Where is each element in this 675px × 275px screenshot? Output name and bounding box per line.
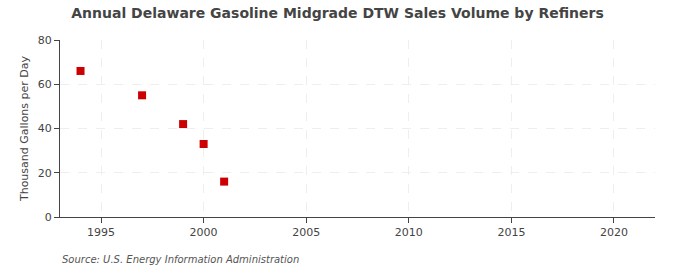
svg-text:0: 0 bbox=[45, 211, 52, 224]
svg-text:Thousand Gallons per Day: Thousand Gallons per Day bbox=[18, 55, 31, 202]
svg-text:40: 40 bbox=[38, 122, 52, 135]
svg-text:20: 20 bbox=[38, 167, 52, 180]
svg-text:60: 60 bbox=[38, 78, 52, 91]
svg-text:1995: 1995 bbox=[87, 226, 115, 239]
svg-text:2020: 2020 bbox=[600, 226, 628, 239]
svg-text:2000: 2000 bbox=[190, 226, 218, 239]
svg-text:2015: 2015 bbox=[497, 226, 525, 239]
svg-text:2010: 2010 bbox=[395, 226, 423, 239]
svg-text:2005: 2005 bbox=[292, 226, 320, 239]
svg-text:Source: U.S. Energy Informatio: Source: U.S. Energy Information Administ… bbox=[62, 254, 299, 265]
svg-text:80: 80 bbox=[38, 34, 52, 47]
svg-text:Annual Delaware Gasoline Midgr: Annual Delaware Gasoline Midgrade DTW Sa… bbox=[71, 5, 604, 21]
